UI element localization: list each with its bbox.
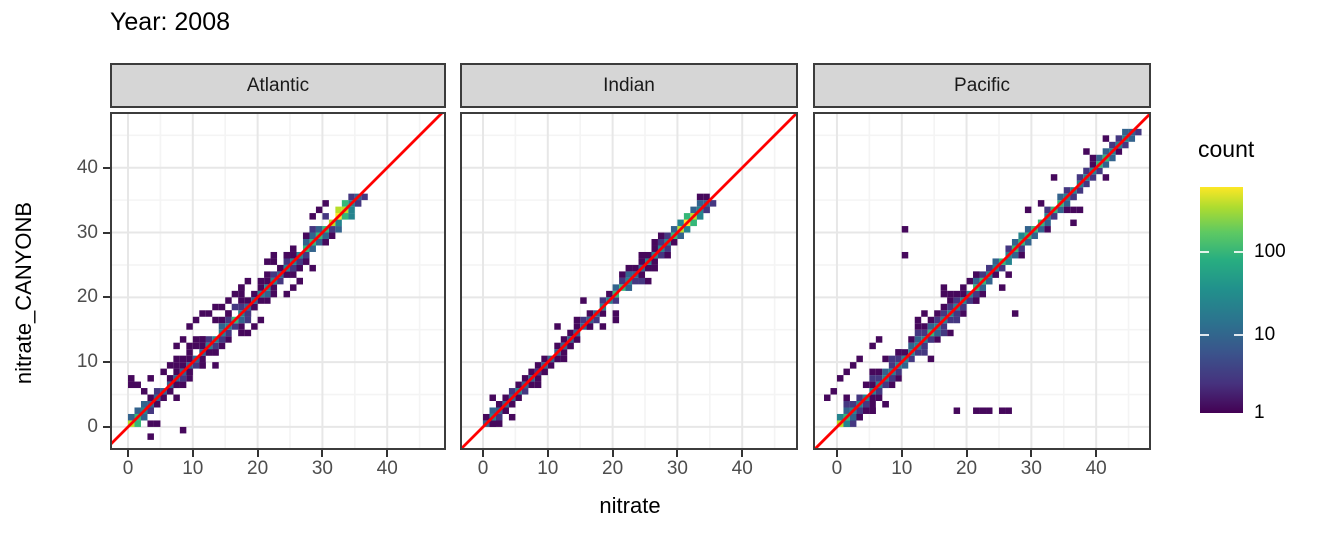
legend-tick-mark xyxy=(1234,251,1243,253)
legend-tick-label: 1 xyxy=(1254,402,1265,423)
x-tick-mark xyxy=(900,450,903,457)
y-tick-label: 20 xyxy=(76,286,98,308)
legend-tick-mark xyxy=(1234,334,1243,336)
x-tick-label: 10 xyxy=(891,458,913,479)
x-tick-mark xyxy=(1030,450,1033,457)
x-tick-mark xyxy=(482,450,484,457)
x-tick-label: 10 xyxy=(182,458,204,479)
legend-tick-label: 100 xyxy=(1254,241,1286,262)
x-tick-label: 40 xyxy=(376,458,398,479)
facet-panel-pacific xyxy=(803,101,1162,461)
y-tick-mark xyxy=(103,425,110,428)
legend-colorbar xyxy=(1200,187,1243,413)
x-tick-mark xyxy=(965,450,968,457)
x-tick-mark xyxy=(546,450,549,457)
panel-canvas-pacific xyxy=(803,101,1162,461)
facet-strip-atlantic: Atlantic xyxy=(110,63,446,108)
y-tick-mark xyxy=(103,166,110,169)
x-tick-mark xyxy=(1095,450,1098,457)
x-tick-label: 30 xyxy=(666,458,688,479)
y-axis-title: nitrate_CANYONB xyxy=(11,201,36,385)
x-tick-mark xyxy=(611,450,614,457)
plot-title: Year: 2008 xyxy=(110,8,231,36)
x-tick-label: 10 xyxy=(537,458,559,479)
y-tick-label: 30 xyxy=(76,221,98,243)
x-axis-title: nitrate xyxy=(599,493,661,518)
facet-panel-indian xyxy=(449,101,808,461)
x-tick-mark xyxy=(321,450,324,457)
x-tick-mark xyxy=(127,450,129,457)
facet-strip-label: Indian xyxy=(603,74,655,96)
y-tick-label: 40 xyxy=(76,156,98,178)
legend-tick-mark xyxy=(1200,251,1209,253)
y-tick-mark xyxy=(103,296,110,299)
x-tick-mark xyxy=(191,450,194,457)
legend-tick-label: 10 xyxy=(1254,324,1276,345)
facet-strip-label: Pacific xyxy=(954,74,1010,96)
x-tick-label: 30 xyxy=(311,458,333,479)
y-tick-label: 10 xyxy=(76,351,98,373)
panel-canvas-atlantic xyxy=(94,101,454,461)
facet-strip-label: Atlantic xyxy=(246,74,310,96)
x-tick-label: 40 xyxy=(731,458,753,479)
facet-strip-indian: Indian xyxy=(460,63,798,108)
facet-strip-pacific: Pacific xyxy=(813,63,1151,108)
x-tick-mark xyxy=(676,450,679,457)
x-tick-mark xyxy=(256,450,259,457)
y-tick-mark xyxy=(103,231,110,234)
x-tick-label: 30 xyxy=(1020,458,1042,479)
panel-canvas-indian xyxy=(449,101,808,461)
facet-panel-atlantic xyxy=(94,101,454,461)
y-tick-label: 0 xyxy=(87,415,98,437)
legend-title: count xyxy=(1198,136,1255,162)
x-tick-label: 40 xyxy=(1085,458,1107,479)
x-tick-label: 20 xyxy=(602,458,624,479)
x-tick-mark xyxy=(386,450,389,457)
x-tick-label: 0 xyxy=(477,458,489,479)
legend-tick-mark xyxy=(1200,334,1209,336)
x-tick-mark xyxy=(741,450,744,457)
x-tick-mark xyxy=(835,450,838,457)
x-tick-label: 20 xyxy=(955,458,978,479)
x-tick-label: 0 xyxy=(831,458,843,479)
y-tick-mark xyxy=(103,361,110,364)
x-tick-label: 0 xyxy=(122,458,134,479)
x-tick-label: 20 xyxy=(247,458,269,479)
